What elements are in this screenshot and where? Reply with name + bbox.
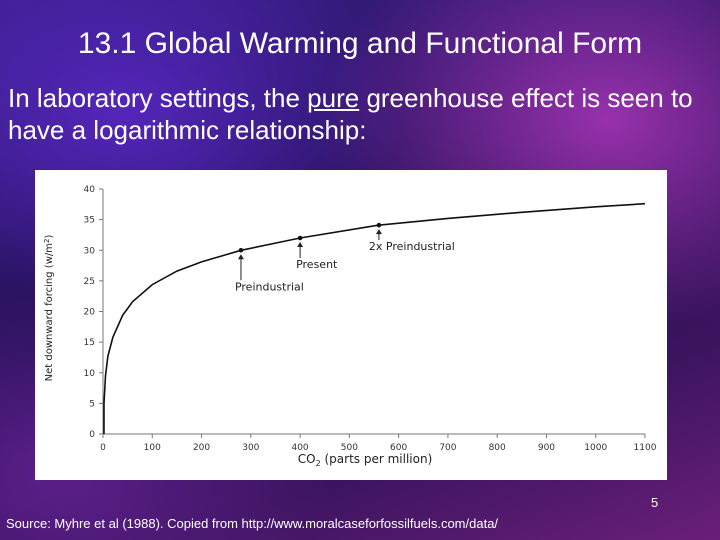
annotation-arrowhead xyxy=(237,254,244,260)
y-tick-label: 30 xyxy=(84,246,96,256)
x-tick-label: 900 xyxy=(538,443,555,453)
y-tick-label: 35 xyxy=(84,216,95,226)
y-tick-label: 20 xyxy=(84,308,96,318)
x-tick-label: 200 xyxy=(193,443,210,453)
y-tick-label: 15 xyxy=(84,338,95,348)
chart-annotations: Preindustrial Present 2x Preindustrial xyxy=(235,222,455,293)
y-tick-label: 25 xyxy=(84,277,95,287)
slide-number: 5 xyxy=(651,495,659,510)
source-citation: Source: Myhre et al (1988). Copied from … xyxy=(6,516,499,531)
x-tick-label: 1100 xyxy=(634,443,657,453)
forcing-curve xyxy=(103,202,646,435)
annotation-label: Preindustrial xyxy=(235,280,304,293)
chart-panel: 0 100 200 300 400 500 600 700 800 900 1000 1100 0 5 10… xyxy=(35,170,667,480)
annotation-label: 2x Preindustrial xyxy=(369,240,455,253)
x-axis-label: CO2 (parts per million) xyxy=(298,452,433,468)
x-tick-label: 500 xyxy=(341,443,358,453)
slide-title: 13.1 Global Warming and Functional Form xyxy=(77,27,643,60)
x-tick-label: 100 xyxy=(144,443,161,453)
y-axis-label: Net downward forcing (w/m2) xyxy=(43,235,55,382)
annotation-label: Present xyxy=(296,258,338,271)
annotation-arrowhead xyxy=(375,229,382,235)
x-tick-label: 1000 xyxy=(584,443,607,453)
x-tick-label: 600 xyxy=(390,443,407,453)
y-tick-label: 5 xyxy=(89,399,95,409)
slide-subtitle: In laboratory settings, the pure greenho… xyxy=(8,82,713,146)
y-tick-label: 10 xyxy=(84,369,96,379)
x-tick-label: 800 xyxy=(489,443,506,453)
x-tick-label: 400 xyxy=(291,443,308,453)
annotation-point xyxy=(238,247,244,253)
y-tick-label: 0 xyxy=(89,430,95,440)
annotation-arrowhead xyxy=(297,242,304,247)
subtitle-text-after: greenhouse effect is seen to have a loga… xyxy=(8,83,693,145)
subtitle-underlined-word: pure xyxy=(307,83,360,113)
x-tick-label: 0 xyxy=(100,443,106,453)
x-tick-label: 700 xyxy=(439,443,456,453)
subtitle-text-before: In laboratory settings, the xyxy=(8,83,308,113)
x-tick-label: 300 xyxy=(242,443,259,453)
chart-ticks: 0 100 200 300 400 500 600 700 800 900 1000 1100 0 5 10… xyxy=(84,185,657,453)
annotation-point xyxy=(376,222,382,228)
annotation-point xyxy=(297,235,303,241)
forcing-chart: 0 100 200 300 400 500 600 700 800 900 1000 1100 0 5 10… xyxy=(43,185,657,468)
y-tick-label: 40 xyxy=(84,185,96,195)
